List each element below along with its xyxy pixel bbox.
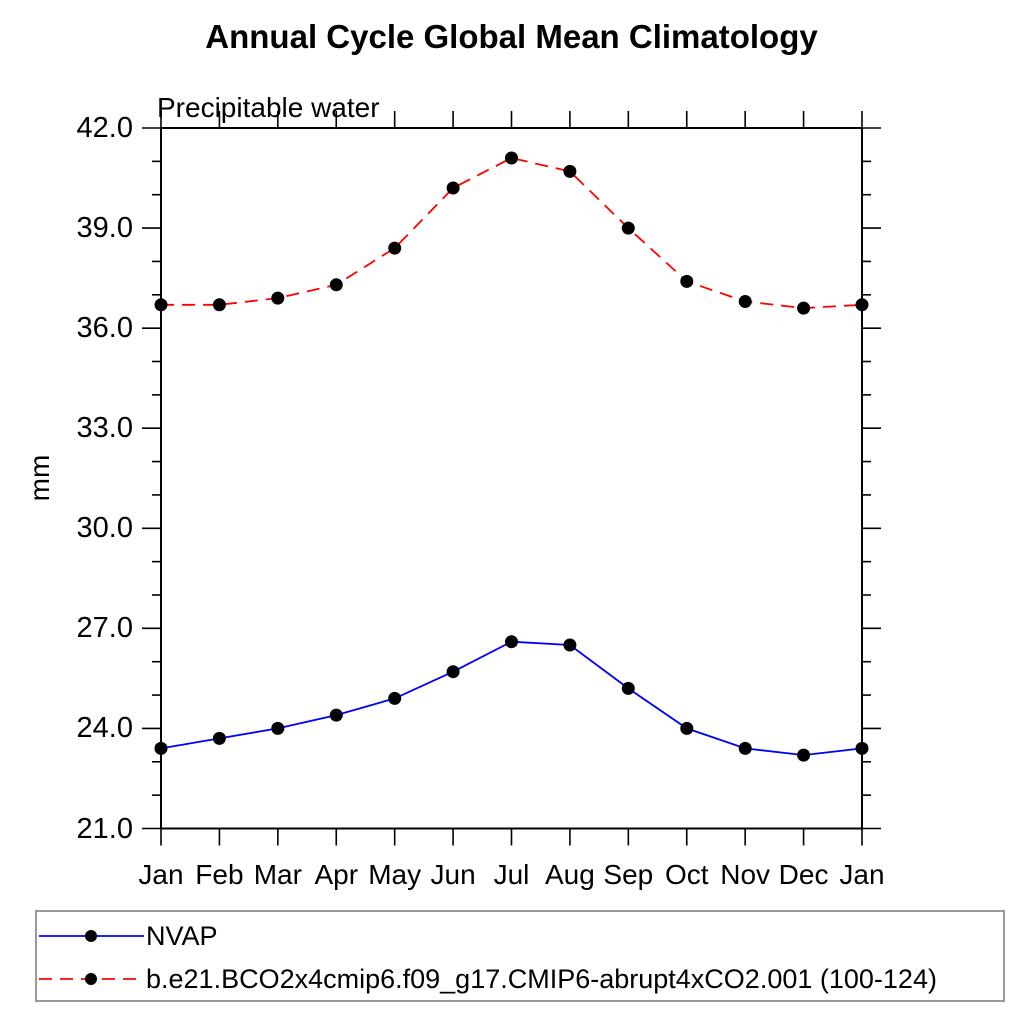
data-point-marker-s1: [271, 291, 285, 305]
x-axis-tick-label: Aug: [544, 859, 595, 890]
x-axis-tick-label: Jul: [493, 859, 530, 890]
x-axis-tick-label: Mar: [253, 859, 302, 890]
data-point-marker-s1: [738, 295, 752, 308]
data-point-marker-s1: [680, 274, 694, 288]
data-point-marker-s1: [212, 298, 226, 312]
data-point-marker-s0: [621, 681, 635, 695]
y-axis-tick-label: 42.0: [76, 112, 133, 144]
y-axis-tick-label: 21.0: [76, 812, 133, 845]
legend-dashed-line-sample: [39, 973, 144, 985]
data-point-marker-s0: [797, 748, 811, 762]
y-axis-tick-label: 39.0: [76, 212, 133, 245]
chart-subtitle: Precipitable water: [157, 92, 380, 123]
series-line-0: [160, 640, 863, 757]
data-point-marker-s0: [388, 691, 402, 705]
data-point-marker-s1: [855, 298, 869, 312]
data-point-marker-s1: [154, 298, 168, 312]
legend-marker-dot: [85, 930, 97, 942]
data-point-marker-s0: [855, 741, 869, 755]
x-axis-tick-label: Jan: [138, 859, 184, 890]
data-point-marker-s1: [388, 241, 402, 255]
x-axis-tick-label: Jun: [430, 859, 476, 890]
y-axis-tick-label: 36.0: [76, 312, 133, 345]
data-point-marker-s1: [329, 278, 343, 292]
data-point-marker-s0: [329, 708, 343, 722]
data-point-marker-s1: [505, 151, 518, 165]
data-point-marker-s0: [563, 638, 577, 652]
x-axis-tick-label: Dec: [778, 859, 829, 890]
data-point-marker-s0: [212, 731, 226, 745]
y-axis-tick-label: 24.0: [76, 712, 133, 745]
x-axis-tick-label: Nov: [720, 859, 771, 890]
legend-solid-line-sample: [39, 930, 144, 942]
x-axis-tick-label: Jan: [839, 859, 885, 890]
legend: NVAP b.e21.BCO2x4cmip6.f09_g17.CMIP6-abr…: [35, 910, 1005, 1002]
data-point-marker-s0: [680, 721, 694, 735]
legend-label-model: b.e21.BCO2x4cmip6.f09_g17.CMIP6-abrupt4x…: [146, 963, 937, 994]
data-point-marker-s1: [446, 181, 460, 195]
y-axis-tick-label: 33.0: [76, 412, 133, 445]
x-axis-tick-label: Feb: [195, 859, 244, 890]
plot-border: [160, 127, 863, 830]
data-point-marker-s1: [563, 164, 577, 178]
data-point-marker-s0: [738, 741, 752, 755]
series-line-1: [161, 157, 863, 310]
legend-entry-nvap: NVAP: [38, 921, 218, 951]
y-axis-tick-label: 30.0: [76, 512, 133, 545]
data-point-marker-s0: [154, 741, 168, 755]
legend-label-nvap: NVAP: [146, 920, 218, 951]
x-axis-tick-label: May: [368, 859, 422, 890]
x-axis-tick-label: Apr: [314, 859, 359, 890]
data-point-marker-s1: [797, 301, 811, 315]
data-point-marker-s0: [446, 665, 460, 679]
x-axis-tick-label: Oct: [664, 859, 709, 890]
data-point-marker-s0: [271, 721, 285, 735]
x-axis-tick-label: Sep: [603, 859, 654, 890]
legend-entry-model: b.e21.BCO2x4cmip6.f09_g17.CMIP6-abrupt4x…: [38, 964, 937, 994]
data-point-marker-s1: [621, 221, 635, 235]
data-point-marker-s0: [505, 635, 518, 649]
y-axis-tick-label: 27.0: [76, 612, 133, 645]
legend-marker-dot: [85, 973, 97, 985]
chart-title: Annual Cycle Global Mean Climatology: [205, 18, 818, 55]
